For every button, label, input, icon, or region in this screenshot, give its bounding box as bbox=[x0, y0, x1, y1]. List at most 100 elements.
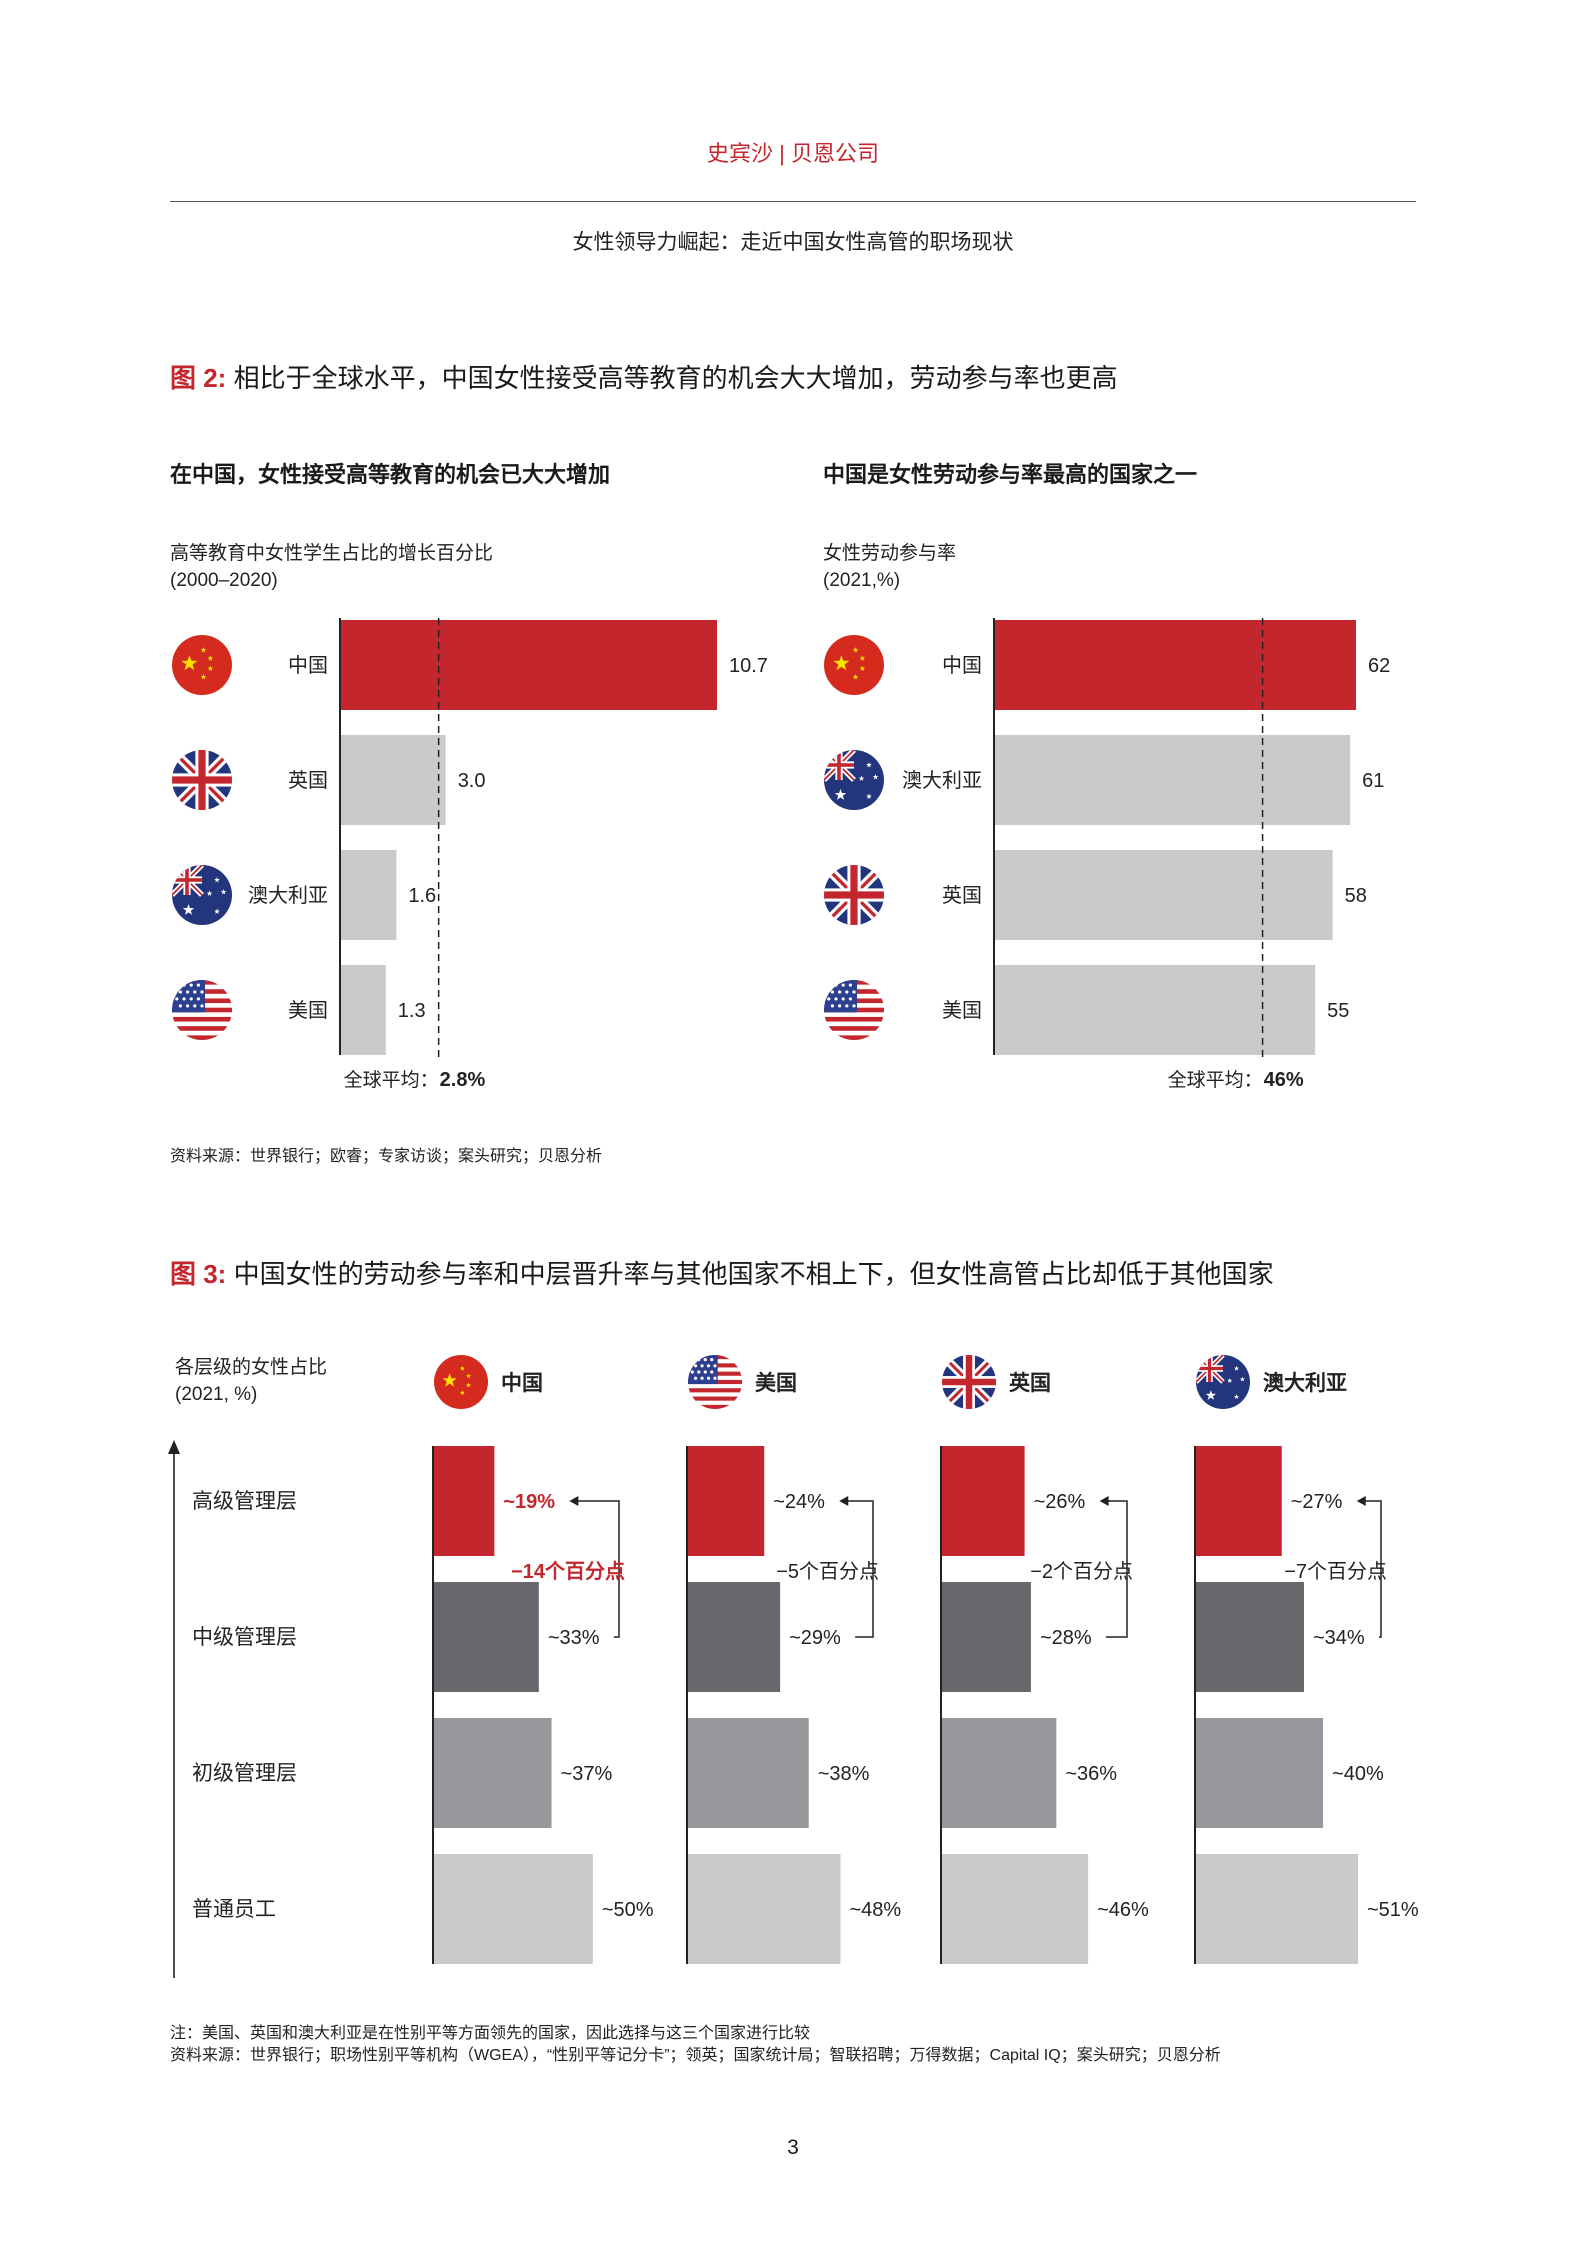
bar bbox=[994, 965, 1316, 1055]
global-average-value: 2.8% bbox=[440, 1069, 486, 1091]
country-label: 中国 bbox=[501, 1372, 543, 1395]
bar bbox=[1196, 1718, 1324, 1828]
australia-flag-icon bbox=[172, 865, 232, 925]
china-flag-icon bbox=[824, 635, 884, 695]
figure3-note: 注：美国、英国和澳大利亚是在性别平等方面领先的国家，因此选择与这三个国家进行比较 bbox=[170, 2025, 811, 2042]
header-divider bbox=[170, 201, 1416, 202]
australia-flag-icon bbox=[824, 750, 884, 810]
bar bbox=[434, 1446, 495, 1556]
figure2-title: 图 2: 相比于全球水平，中国女性接受高等教育的机会大大增加，劳动参与率也更高 bbox=[170, 358, 1118, 395]
value-label: ~36% bbox=[1065, 1763, 1117, 1785]
bar bbox=[688, 1582, 781, 1692]
value-label: ~33% bbox=[548, 1627, 600, 1649]
global-average-label: 全球平均： bbox=[344, 1069, 439, 1091]
country-label: 英国 bbox=[1009, 1372, 1051, 1395]
bar bbox=[434, 1718, 552, 1828]
category-label: 美国 bbox=[942, 999, 982, 1022]
gap-label: −2个百分点 bbox=[1030, 1560, 1133, 1583]
value-label: ~28% bbox=[1040, 1627, 1092, 1649]
global-average-value: 46% bbox=[1264, 1069, 1304, 1091]
figure2-label: 图 2: bbox=[170, 363, 227, 393]
australia-flag-icon bbox=[1196, 1355, 1250, 1409]
uk-flag-icon bbox=[824, 865, 884, 925]
value-label: ~34% bbox=[1313, 1627, 1365, 1649]
gap-label: −7个百分点 bbox=[1284, 1560, 1387, 1583]
bar bbox=[340, 620, 717, 710]
bar bbox=[340, 965, 386, 1055]
bar bbox=[340, 850, 397, 940]
value-label: ~19% bbox=[503, 1491, 555, 1513]
bar bbox=[942, 1446, 1025, 1556]
category-label: 英国 bbox=[942, 884, 982, 907]
china-flag-icon bbox=[172, 635, 232, 695]
y-axis-arrowhead bbox=[168, 1440, 180, 1454]
gap-arrowhead bbox=[1099, 1496, 1109, 1506]
chart-left-ylabel-1: 高等教育中女性学生占比的增长百分比 bbox=[170, 543, 494, 564]
category-label: 澳大利亚 bbox=[248, 884, 328, 907]
value-label: ~26% bbox=[1034, 1491, 1086, 1513]
level-label: 高级管理层 bbox=[192, 1490, 297, 1513]
value-label: ~24% bbox=[773, 1491, 825, 1513]
gap-bracket bbox=[577, 1500, 620, 1638]
value-label: 62 bbox=[1368, 655, 1390, 677]
value-label: 10.7 bbox=[729, 655, 768, 677]
chart-left-title: 在中国，女性接受高等教育的机会已大大增加 bbox=[170, 462, 611, 487]
bar bbox=[1196, 1446, 1282, 1556]
bar bbox=[942, 1718, 1057, 1828]
gap-bracket bbox=[847, 1500, 874, 1638]
value-label: 61 bbox=[1362, 770, 1384, 792]
bar bbox=[1196, 1582, 1304, 1692]
brand-header: 史宾沙 | 贝恩公司 bbox=[707, 141, 879, 166]
gap-label: −5个百分点 bbox=[776, 1560, 879, 1583]
figure3-title: 图 3: 中国女性的劳动参与率和中层晋升率与其他国家不相上下，但女性高管占比却低… bbox=[170, 1254, 1274, 1291]
bar bbox=[688, 1854, 841, 1964]
gap-arrowhead bbox=[839, 1496, 849, 1506]
uk-flag-icon bbox=[172, 750, 232, 810]
value-label: ~29% bbox=[789, 1627, 841, 1649]
bar bbox=[994, 620, 1356, 710]
value-label: ~51% bbox=[1367, 1899, 1419, 1921]
category-label: 澳大利亚 bbox=[902, 769, 982, 792]
global-average-label: 全球平均： bbox=[1168, 1069, 1263, 1091]
gap-arrowhead bbox=[1356, 1496, 1366, 1506]
usa-flag-icon bbox=[172, 980, 232, 1040]
value-label: ~40% bbox=[1332, 1763, 1384, 1785]
gap-label: −14个百分点 bbox=[511, 1560, 625, 1583]
level-label: 普通员工 bbox=[192, 1898, 276, 1921]
bar bbox=[434, 1582, 539, 1692]
category-label: 英国 bbox=[288, 769, 328, 792]
usa-flag-icon bbox=[824, 980, 884, 1040]
figure3-title-text: 中国女性的劳动参与率和中层晋升率与其他国家不相上下，但女性高管占比却低于其他国家 bbox=[233, 1259, 1274, 1289]
category-label: 美国 bbox=[288, 999, 328, 1022]
value-label: ~50% bbox=[602, 1899, 654, 1921]
bar bbox=[688, 1446, 765, 1556]
figure2-title-text: 相比于全球水平，中国女性接受高等教育的机会大大增加，劳动参与率也更高 bbox=[233, 363, 1118, 393]
value-label: 1.6 bbox=[408, 885, 436, 907]
figure3-label: 图 3: bbox=[170, 1259, 227, 1289]
report-title: 女性领导力崛起：走近中国女性高管的职场现状 bbox=[572, 231, 1014, 254]
chart-right-ylabel-2: (2021,%) bbox=[823, 570, 901, 591]
gap-bracket bbox=[1105, 1500, 1128, 1638]
chart-education-growth: 中国 10.7 英国 3.0 澳大利亚 1.6 美国 1.3 全球平均： 2.8% bbox=[172, 618, 768, 1091]
value-label: 58 bbox=[1345, 885, 1367, 907]
chart-right-ylabel-1: 女性劳动参与率 bbox=[823, 543, 957, 564]
value-label: ~27% bbox=[1291, 1491, 1343, 1513]
value-label: 3.0 bbox=[458, 770, 486, 792]
usa-flag-icon bbox=[688, 1355, 742, 1409]
bar bbox=[1196, 1854, 1358, 1964]
value-label: 55 bbox=[1327, 1000, 1349, 1022]
figure2-source: 资料来源：世界银行；欧睿；专家访谈；案头研究；贝恩分析 bbox=[170, 1148, 603, 1165]
category-label: 中国 bbox=[288, 654, 328, 677]
bar bbox=[434, 1854, 593, 1964]
level-label: 初级管理层 bbox=[192, 1762, 297, 1785]
value-label: ~48% bbox=[849, 1899, 901, 1921]
chart-right-title: 中国是女性劳动参与率最高的国家之一 bbox=[823, 462, 1198, 487]
value-label: 1.3 bbox=[398, 1000, 426, 1022]
gap-bracket bbox=[1364, 1500, 1382, 1638]
bar bbox=[942, 1582, 1031, 1692]
bar bbox=[340, 735, 446, 825]
gap-arrowhead bbox=[569, 1496, 579, 1506]
country-label: 澳大利亚 bbox=[1263, 1371, 1347, 1395]
bar bbox=[994, 850, 1333, 940]
